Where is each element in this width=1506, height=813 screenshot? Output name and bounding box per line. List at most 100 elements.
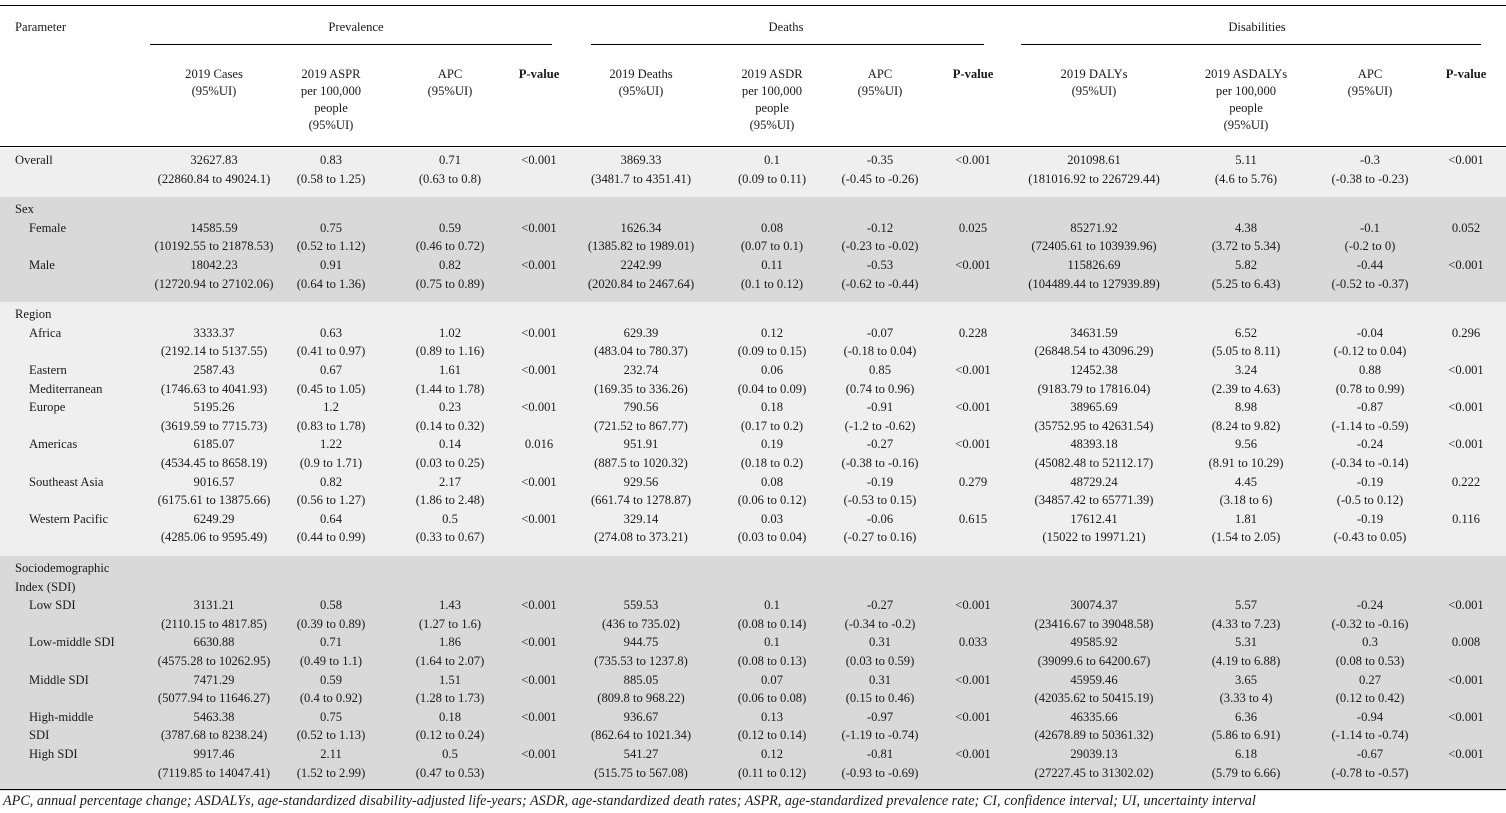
table-cell: 5.57 (1234, 598, 1258, 613)
table-cell: -0.94 (1356, 709, 1384, 724)
table-cell: (809.8 to 968.22) (597, 691, 685, 706)
table-cell: <0.001 (1448, 258, 1484, 272)
table-cell: (862.64 to 1021.34) (590, 728, 692, 743)
row-label: Female (29, 220, 67, 235)
table-cell: (0.15 to 0.46) (845, 691, 915, 706)
table-cell: (0.74 to 0.96) (845, 381, 915, 396)
table-cell: (0.45 to 1.05) (296, 381, 366, 396)
table-cell: (15022 to 19971.21) (1042, 530, 1146, 545)
table-cell: 0.85 (868, 363, 892, 377)
table-cell: (0.03 to 0.25) (415, 456, 485, 470)
header-group-rule (150, 44, 552, 45)
table-cell: (1.52 to 2.99) (296, 765, 366, 780)
table-cell: 0.19 (760, 437, 784, 452)
section-band (0, 148, 1506, 198)
column-header: (95%UI) (857, 84, 903, 98)
row-label: Eastern (29, 363, 67, 377)
row-label: SDI (29, 728, 50, 743)
header-parameter: Parameter (15, 20, 67, 34)
table-cell: 34631.59 (1070, 325, 1118, 340)
table-cell: (5.79 to 6.66) (1211, 765, 1281, 780)
table-cell: 201098.61 (1067, 153, 1121, 167)
table-cell: 115826.69 (1067, 258, 1121, 272)
table-cell: 5.11 (1235, 153, 1257, 167)
table-cell: (45082.48 to 52112.17) (1034, 456, 1154, 470)
column-header: 2019 ASDR (741, 67, 803, 81)
row-label: Middle SDI (29, 672, 89, 687)
table-cell: 5.31 (1234, 635, 1258, 650)
table-cell: 1.61 (438, 363, 462, 377)
table-cell: <0.001 (521, 709, 557, 724)
table-cell: 46335.66 (1070, 709, 1118, 724)
table-cell: (-0.5 to 0.12) (1336, 493, 1404, 508)
table-cell: (7119.85 to 14047.41) (157, 765, 271, 780)
table-cell: <0.001 (521, 474, 557, 489)
column-header: 2019 ASPR (301, 67, 361, 81)
table-cell: 0.71 (438, 153, 462, 167)
table-cell: -0.06 (866, 511, 894, 526)
row-label: Americas (29, 437, 78, 452)
table-cell: 1.02 (438, 325, 462, 340)
table-cell: 1.43 (438, 598, 462, 613)
section-label: Sex (15, 202, 34, 217)
table-cell: <0.001 (955, 747, 991, 761)
table-cell: (-1.2 to -0.62) (844, 418, 916, 433)
table-cell: (-0.78 to -0.57) (1331, 765, 1409, 780)
table-cell: 0.59 (438, 220, 462, 235)
table-cell: -0.24 (1356, 437, 1384, 452)
table-cell: (-0.52 to -0.37) (1331, 276, 1409, 291)
table-cell: (1385.82 to 1989.01) (587, 239, 695, 254)
table-cell: 0.615 (958, 511, 988, 526)
table-cell: 0.11 (761, 258, 783, 272)
table-cell: 559.53 (623, 598, 659, 613)
table-cell: (0.39 to 0.89) (296, 616, 366, 631)
table-cell: <0.001 (521, 153, 557, 167)
table-cell: 541.27 (623, 747, 659, 761)
column-header: (95%UI) (1347, 84, 1393, 98)
table-cell: (-0.23 to -0.02) (841, 239, 919, 254)
table-cell: 1.2 (323, 400, 339, 415)
table-cell: <0.001 (1448, 598, 1484, 613)
table-cell: 885.05 (623, 672, 659, 687)
table-cell: <0.001 (521, 598, 557, 613)
header-group-rule (1021, 44, 1481, 45)
table-cell: (9183.79 to 17816.04) (1037, 381, 1151, 396)
table-cell: 85271.92 (1070, 220, 1118, 235)
table-cell: -0.44 (1356, 258, 1384, 272)
table-cell: 9.56 (1234, 437, 1258, 452)
row-label: Mediterranean (29, 381, 103, 396)
section-band (0, 197, 1506, 303)
table-cell: 4.38 (1234, 220, 1258, 235)
table-cell: <0.001 (1448, 363, 1484, 377)
row-label: High SDI (29, 747, 78, 761)
table-cell: (-0.27 to 0.16) (843, 530, 917, 545)
table-cell: (887.5 to 1020.32) (594, 456, 688, 470)
table-cell: (5.25 to 6.43) (1211, 276, 1281, 291)
table-cell: 3131.21 (193, 598, 235, 613)
table-cell: (42035.62 to 50415.19) (1034, 691, 1154, 706)
table-cell: (0.58 to 1.25) (296, 171, 366, 186)
table-cell: 32627.83 (190, 153, 238, 167)
table-cell: (0.83 to 1.78) (296, 418, 366, 433)
table-cell: 0.1 (764, 153, 780, 167)
column-header: P-value (518, 67, 560, 81)
table-cell: <0.001 (955, 258, 991, 272)
table-cell: 1626.34 (620, 220, 662, 235)
table-cell: (-0.43 to 0.05) (1333, 530, 1407, 545)
table-cell: 9917.46 (193, 747, 235, 761)
table-cell: (721.52 to 867.77) (594, 418, 688, 433)
table-cell: <0.001 (521, 325, 557, 340)
table-cell: <0.001 (955, 363, 991, 377)
table-cell: (8.91 to 10.29) (1208, 456, 1284, 470)
table-cell: -0.35 (866, 153, 894, 167)
table-cell: <0.001 (521, 672, 557, 687)
table-cell: (436 to 735.02) (601, 616, 681, 631)
table-cell: 0.279 (958, 474, 988, 489)
table-cell: (6175.61 to 13875.66) (157, 493, 271, 508)
table-cell: (2192.14 to 5137.55) (160, 344, 268, 359)
table-cell: 2.17 (438, 474, 462, 489)
section-label: Region (15, 307, 52, 322)
table-cell: -0.24 (1356, 598, 1384, 613)
table-cell: (0.1 to 0.12) (740, 276, 804, 291)
table-cell: -0.1 (1360, 220, 1380, 235)
